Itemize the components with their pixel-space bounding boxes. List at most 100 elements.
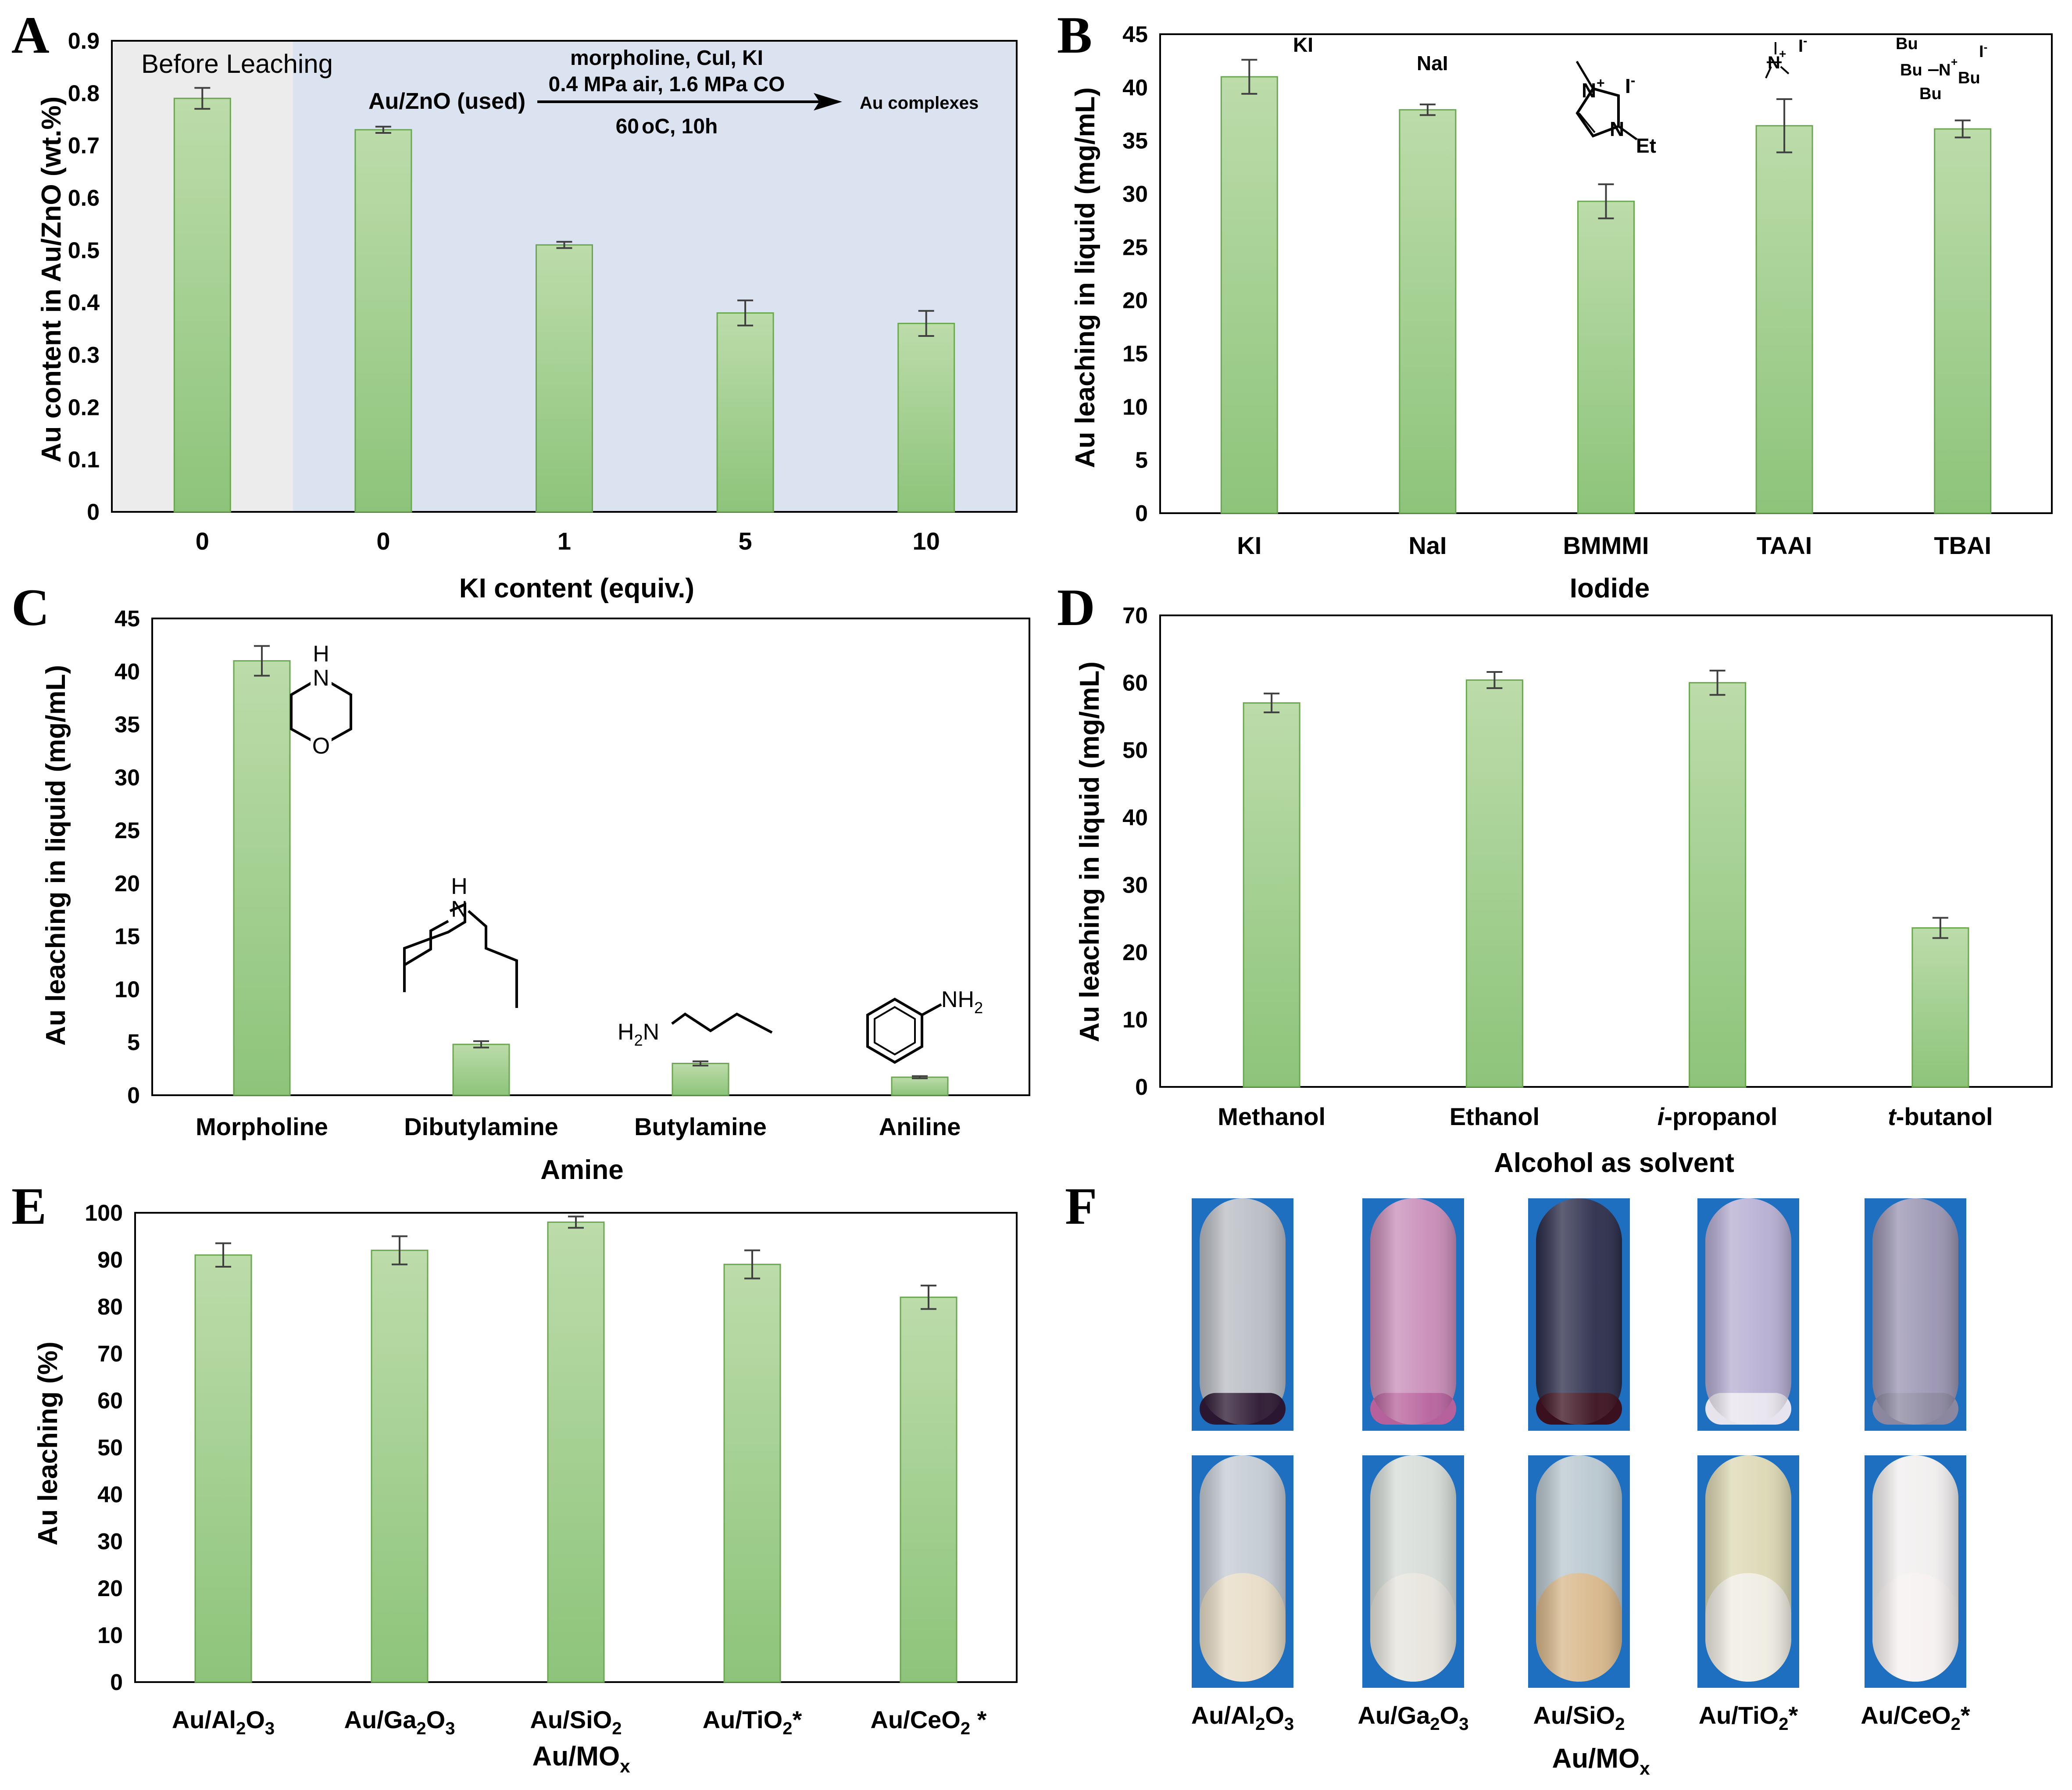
reaction-conditions-1: morpholine, CuI, KI <box>570 46 763 70</box>
y-tick-label: 0.1 <box>68 447 100 473</box>
y-tick-label: 20 <box>1122 288 1148 314</box>
y-tick-label: 60 <box>97 1388 123 1414</box>
bar <box>1243 702 1300 1088</box>
x-tick-label: BMMMI <box>1563 532 1649 559</box>
taai-n: N <box>1768 53 1780 72</box>
bar <box>1577 200 1635 514</box>
y-tick-label: 5 <box>127 1030 140 1055</box>
tbai-n: N <box>1939 61 1951 79</box>
panel-a-ylabel: Au content in Au/ZnO (wt.%) <box>36 96 67 463</box>
test-tube-glass <box>1872 1455 1958 1682</box>
tbai-bu-left: Bu <box>1900 61 1922 79</box>
tbai-bu-bottom: Bu <box>1919 85 1942 103</box>
panel-d: 0 10 20 30 40 50 60 70 Methanol Ethanol i-propanol… <box>1075 603 2053 1178</box>
x-tick-label: 0 <box>196 527 209 555</box>
panel-e-xlabel: Au/MOx <box>532 1741 630 1776</box>
y-tick-label: 10 <box>97 1623 123 1648</box>
photo-label: Au/Ga2O3 <box>1358 1701 1469 1734</box>
region-used-catalyst <box>293 41 1017 512</box>
test-tube-glass <box>1705 1198 1791 1425</box>
dibutylamine-structure: H N <box>403 874 518 1008</box>
bar <box>233 660 291 1096</box>
bmmmi-n2: N <box>1610 118 1624 140</box>
bar <box>716 312 774 513</box>
test-tube-glass <box>1370 1198 1456 1425</box>
test-tube-glass <box>1200 1198 1286 1425</box>
y-tick-label: 0.8 <box>68 81 100 106</box>
y-tick-label: 0 <box>1135 1075 1148 1100</box>
y-tick-label: 0.7 <box>68 133 100 159</box>
x-tick-label: NaI <box>1408 532 1447 559</box>
panel-label-a: A <box>11 6 50 64</box>
y-tick-label: 10 <box>1122 1007 1148 1033</box>
y-tick-label: 30 <box>97 1529 123 1554</box>
morpholine-n: N <box>313 665 329 691</box>
panel-label-f: F <box>1065 1177 1097 1235</box>
x-tick-label: 5 <box>739 527 752 555</box>
y-tick-label: 30 <box>1122 182 1148 207</box>
reaction-reactant: Au/ZnO (used) <box>368 89 525 114</box>
bar <box>1465 679 1523 1088</box>
nai-structure-label: NaI <box>1417 52 1448 75</box>
morpholine-structure: H N O <box>290 641 352 759</box>
panel-e-ylabel: Au leaching (%) <box>33 1341 63 1545</box>
x-tick-label: Au/Ga2O3 <box>344 1706 455 1738</box>
panel-label-b: B <box>1057 6 1092 64</box>
x-tick-label: KI <box>1237 532 1261 559</box>
test-tube-glass <box>1536 1455 1622 1682</box>
y-tick-label: 0 <box>87 500 100 525</box>
panel-f-xlabel: Au/MOx <box>1552 1744 1650 1779</box>
y-tick-label: 90 <box>97 1247 123 1273</box>
panel-b-xlabel: Iodide <box>1570 573 1650 604</box>
y-tick-label: 30 <box>1122 872 1148 898</box>
bmmmi-iodide: I- <box>1625 72 1635 97</box>
y-tick-label: 25 <box>114 818 140 843</box>
y-tick-label: 40 <box>1122 805 1148 831</box>
x-tick-label: TAAI <box>1757 532 1812 559</box>
bar <box>1689 682 1747 1088</box>
bar <box>1399 109 1457 514</box>
y-tick-label: 0.3 <box>68 343 100 368</box>
panel-f: Au/Al2O3 Au/Ga2O3 Au/SiO2 Au/TiO2* Au/CeO2* <box>1191 1198 1970 1734</box>
butylamine-h2n: H2N <box>618 1019 659 1049</box>
tbai-iodide: I- <box>1979 40 1987 61</box>
plot-frame <box>1159 615 2053 1088</box>
x-tick-label: i-propanol <box>1658 1103 1778 1130</box>
panel-a-xlabel: KI content (equiv.) <box>459 573 694 604</box>
taai-plus: + <box>1779 47 1786 61</box>
panel-c-xlabel: Amine <box>540 1155 623 1185</box>
y-tick-label: 0 <box>1135 501 1148 526</box>
y-tick-label: 70 <box>97 1341 123 1367</box>
y-tick-label: 80 <box>97 1294 123 1320</box>
y-tick-label: 60 <box>1122 671 1148 696</box>
y-tick-label: 40 <box>1122 75 1148 100</box>
x-tick-label: 10 <box>913 527 940 555</box>
y-tick-label: 30 <box>114 765 140 790</box>
x-tick-label: TBAI <box>1934 532 1991 559</box>
bar <box>1911 927 1969 1088</box>
photo-label: Au/SiO2 <box>1533 1701 1625 1734</box>
panel-d-ylabel: Au leaching in liquid (mg/mL) <box>1075 661 1105 1042</box>
y-tick-label: 35 <box>114 712 140 738</box>
temp-unit: oC, 10h <box>642 115 718 138</box>
taai-iodide: I- <box>1798 34 1807 56</box>
bmmmi-n1: N <box>1582 79 1596 102</box>
morpholine-h: H <box>313 641 329 667</box>
tbai-plus: + <box>1951 55 1958 68</box>
tbai-structure: Bu Bu N + Bu Bu I- <box>1896 35 1987 103</box>
test-tube-glass <box>1705 1455 1791 1682</box>
x-tick-label: Butylamine <box>634 1113 767 1140</box>
x-tick-label: t-butanol <box>1888 1103 1993 1130</box>
dibutylamine-n: N <box>451 897 468 922</box>
y-tick-label: 40 <box>114 659 140 685</box>
butylamine-structure: H2N <box>618 1012 773 1049</box>
tbai-bu-right: Bu <box>1958 69 1980 87</box>
y-tick-label: 15 <box>1122 341 1148 367</box>
x-tick-label: Morpholine <box>196 1113 328 1140</box>
y-tick-label: 0.6 <box>68 186 100 211</box>
y-tick-label: 0 <box>127 1083 140 1108</box>
test-tube-glass <box>1536 1198 1622 1425</box>
y-tick-label: 45 <box>114 606 140 632</box>
bar <box>547 1221 605 1683</box>
